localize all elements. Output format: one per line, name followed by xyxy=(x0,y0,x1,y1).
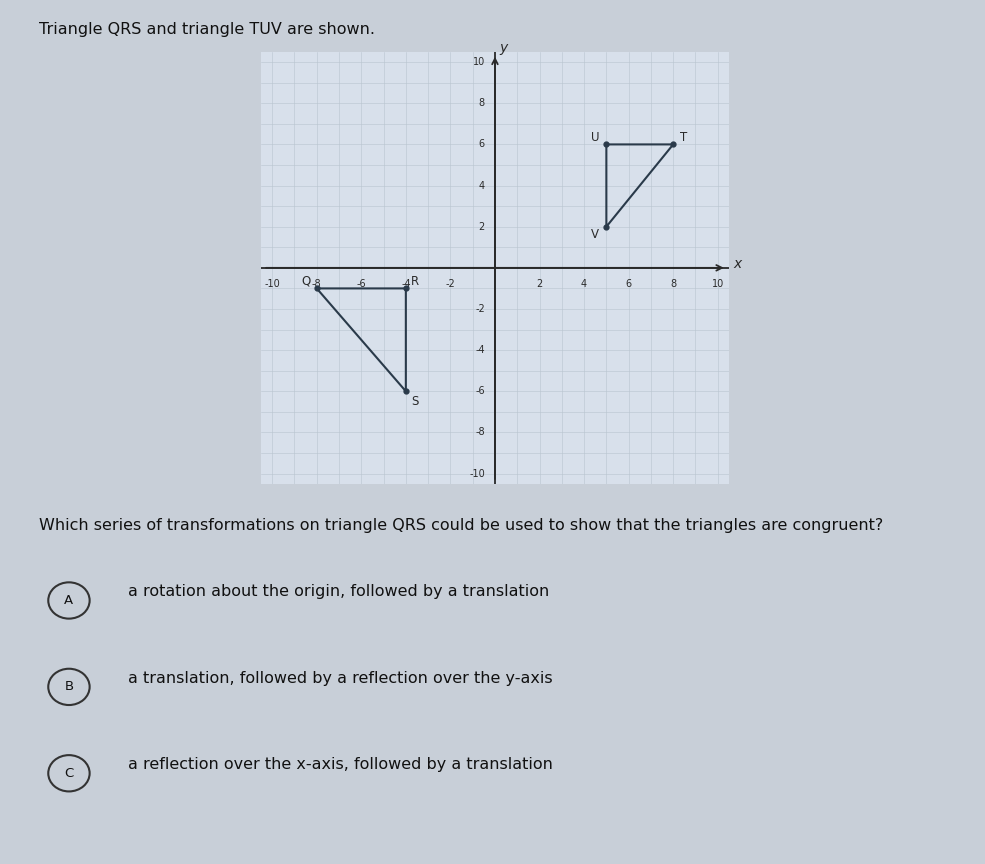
Text: -10: -10 xyxy=(264,279,280,289)
Text: -6: -6 xyxy=(476,386,485,397)
Text: -4: -4 xyxy=(476,345,485,355)
Text: -8: -8 xyxy=(312,279,321,289)
Text: 2: 2 xyxy=(537,279,543,289)
Text: a reflection over the x-axis, followed by a translation: a reflection over the x-axis, followed b… xyxy=(128,757,553,772)
Text: Triangle QRS and triangle TUV are shown.: Triangle QRS and triangle TUV are shown. xyxy=(39,22,375,36)
Text: A: A xyxy=(64,594,74,607)
Text: 4: 4 xyxy=(479,181,485,191)
Text: Q: Q xyxy=(301,275,310,288)
Text: -2: -2 xyxy=(475,304,485,314)
Text: U: U xyxy=(591,130,600,143)
Text: 6: 6 xyxy=(625,279,631,289)
Text: 4: 4 xyxy=(581,279,587,289)
Text: -2: -2 xyxy=(445,279,455,289)
Text: -10: -10 xyxy=(469,468,485,479)
Text: V: V xyxy=(591,228,599,241)
Text: C: C xyxy=(64,766,74,780)
Text: a rotation about the origin, followed by a translation: a rotation about the origin, followed by… xyxy=(128,584,550,600)
Text: Which series of transformations on triangle QRS could be used to show that the t: Which series of transformations on trian… xyxy=(39,518,884,533)
Text: 2: 2 xyxy=(479,222,485,232)
Text: B: B xyxy=(64,680,74,694)
Text: 10: 10 xyxy=(473,57,485,67)
Text: -8: -8 xyxy=(476,428,485,437)
Text: 8: 8 xyxy=(479,98,485,108)
Text: T: T xyxy=(680,130,687,143)
Text: x: x xyxy=(734,257,742,270)
Text: a translation, followed by a reflection over the y-axis: a translation, followed by a reflection … xyxy=(128,670,553,686)
Text: -6: -6 xyxy=(357,279,366,289)
Text: -4: -4 xyxy=(401,279,411,289)
Text: R: R xyxy=(411,275,419,288)
Text: S: S xyxy=(411,395,419,408)
Text: 8: 8 xyxy=(670,279,677,289)
Text: 6: 6 xyxy=(479,139,485,149)
Text: y: y xyxy=(499,41,507,54)
Text: 10: 10 xyxy=(711,279,724,289)
